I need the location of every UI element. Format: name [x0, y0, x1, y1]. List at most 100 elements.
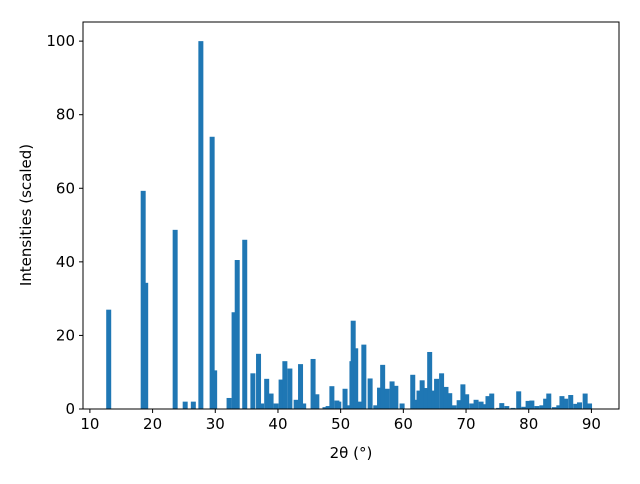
bar: [546, 393, 552, 409]
bar: [478, 401, 484, 409]
bar: [287, 368, 293, 409]
bar: [353, 348, 359, 409]
bar: [516, 391, 522, 409]
bar: [587, 403, 593, 409]
bar: [172, 229, 178, 409]
bar: [278, 379, 284, 409]
bar: [377, 387, 383, 409]
bar: [582, 393, 588, 409]
bar: [573, 403, 579, 409]
bar: [534, 406, 540, 409]
x-tick-label: 70: [456, 415, 475, 433]
bar: [106, 309, 112, 409]
bar: [298, 364, 304, 409]
bar: [496, 407, 502, 409]
bar: [389, 381, 395, 409]
bar: [427, 351, 433, 409]
bar: [234, 260, 240, 409]
y-tick-label: 0: [65, 400, 75, 418]
bar: [504, 406, 510, 409]
bar: [361, 344, 367, 409]
bar: [439, 373, 445, 409]
bar: [336, 401, 342, 409]
bar: [510, 407, 516, 409]
x-tick-label: 60: [394, 415, 413, 433]
y-tick-label: 80: [56, 106, 75, 124]
bar: [556, 405, 562, 409]
bar: [543, 398, 549, 409]
bar: [212, 370, 218, 409]
bar: [539, 405, 545, 409]
bar: [456, 400, 462, 409]
bar: [447, 393, 453, 409]
bar: [413, 399, 419, 409]
bar: [264, 378, 270, 409]
bar: [568, 395, 574, 409]
bar: [423, 388, 429, 409]
bar: [250, 373, 256, 409]
bar: [489, 393, 495, 409]
bar: [198, 41, 204, 410]
bar: [481, 404, 487, 409]
x-tick-label: 50: [331, 415, 350, 433]
bar: [350, 320, 356, 409]
bar: [322, 407, 328, 409]
x-tick-label: 90: [582, 415, 601, 433]
bar: [563, 398, 569, 409]
bar: [464, 394, 470, 409]
bar: [314, 394, 320, 409]
x-tick-label: 40: [268, 415, 287, 433]
x-tick-label: 80: [519, 415, 538, 433]
bar: [293, 399, 299, 409]
bar: [373, 405, 379, 409]
bar: [416, 390, 422, 409]
bar: [256, 353, 262, 409]
bar: [451, 405, 457, 409]
bar: [434, 378, 440, 409]
bar: [140, 190, 146, 409]
bar: [143, 282, 149, 409]
bar: [473, 399, 479, 409]
bar: [410, 374, 416, 409]
x-tick-label: 10: [80, 415, 99, 433]
bar: [190, 401, 196, 409]
x-tick-label: 20: [143, 415, 162, 433]
bar: [259, 403, 265, 409]
bar: [380, 364, 386, 409]
bar: [342, 388, 348, 409]
bar: [419, 380, 425, 409]
bar: [310, 358, 316, 409]
bar: [209, 136, 215, 409]
bar: [231, 312, 237, 409]
plot-frame: [82, 21, 620, 410]
x-tick-label: 30: [206, 415, 225, 433]
y-tick-label: 100: [46, 32, 75, 50]
bar: [325, 406, 331, 409]
bar: [242, 239, 248, 409]
bar: [367, 378, 373, 409]
bar: [525, 400, 531, 409]
bar: [301, 403, 307, 409]
bar: [521, 406, 527, 409]
bar: [182, 401, 188, 409]
bar: [384, 388, 390, 409]
y-tick-label: 40: [56, 253, 75, 271]
bar: [346, 405, 352, 409]
bar: [273, 403, 279, 409]
bar: [460, 384, 466, 409]
bar: [469, 403, 475, 409]
bar: [393, 385, 399, 409]
bar: [399, 403, 405, 409]
bar: [499, 403, 505, 409]
bar: [329, 386, 335, 409]
bar: [282, 361, 288, 409]
x-axis-label: 2θ (°): [330, 444, 373, 462]
bar: [431, 390, 437, 409]
bar: [529, 400, 535, 409]
y-tick-label: 20: [56, 326, 75, 344]
bar: [577, 402, 583, 409]
bar: [268, 393, 274, 409]
y-axis-label: Intensities (scaled): [17, 144, 35, 286]
bar: [485, 396, 491, 409]
